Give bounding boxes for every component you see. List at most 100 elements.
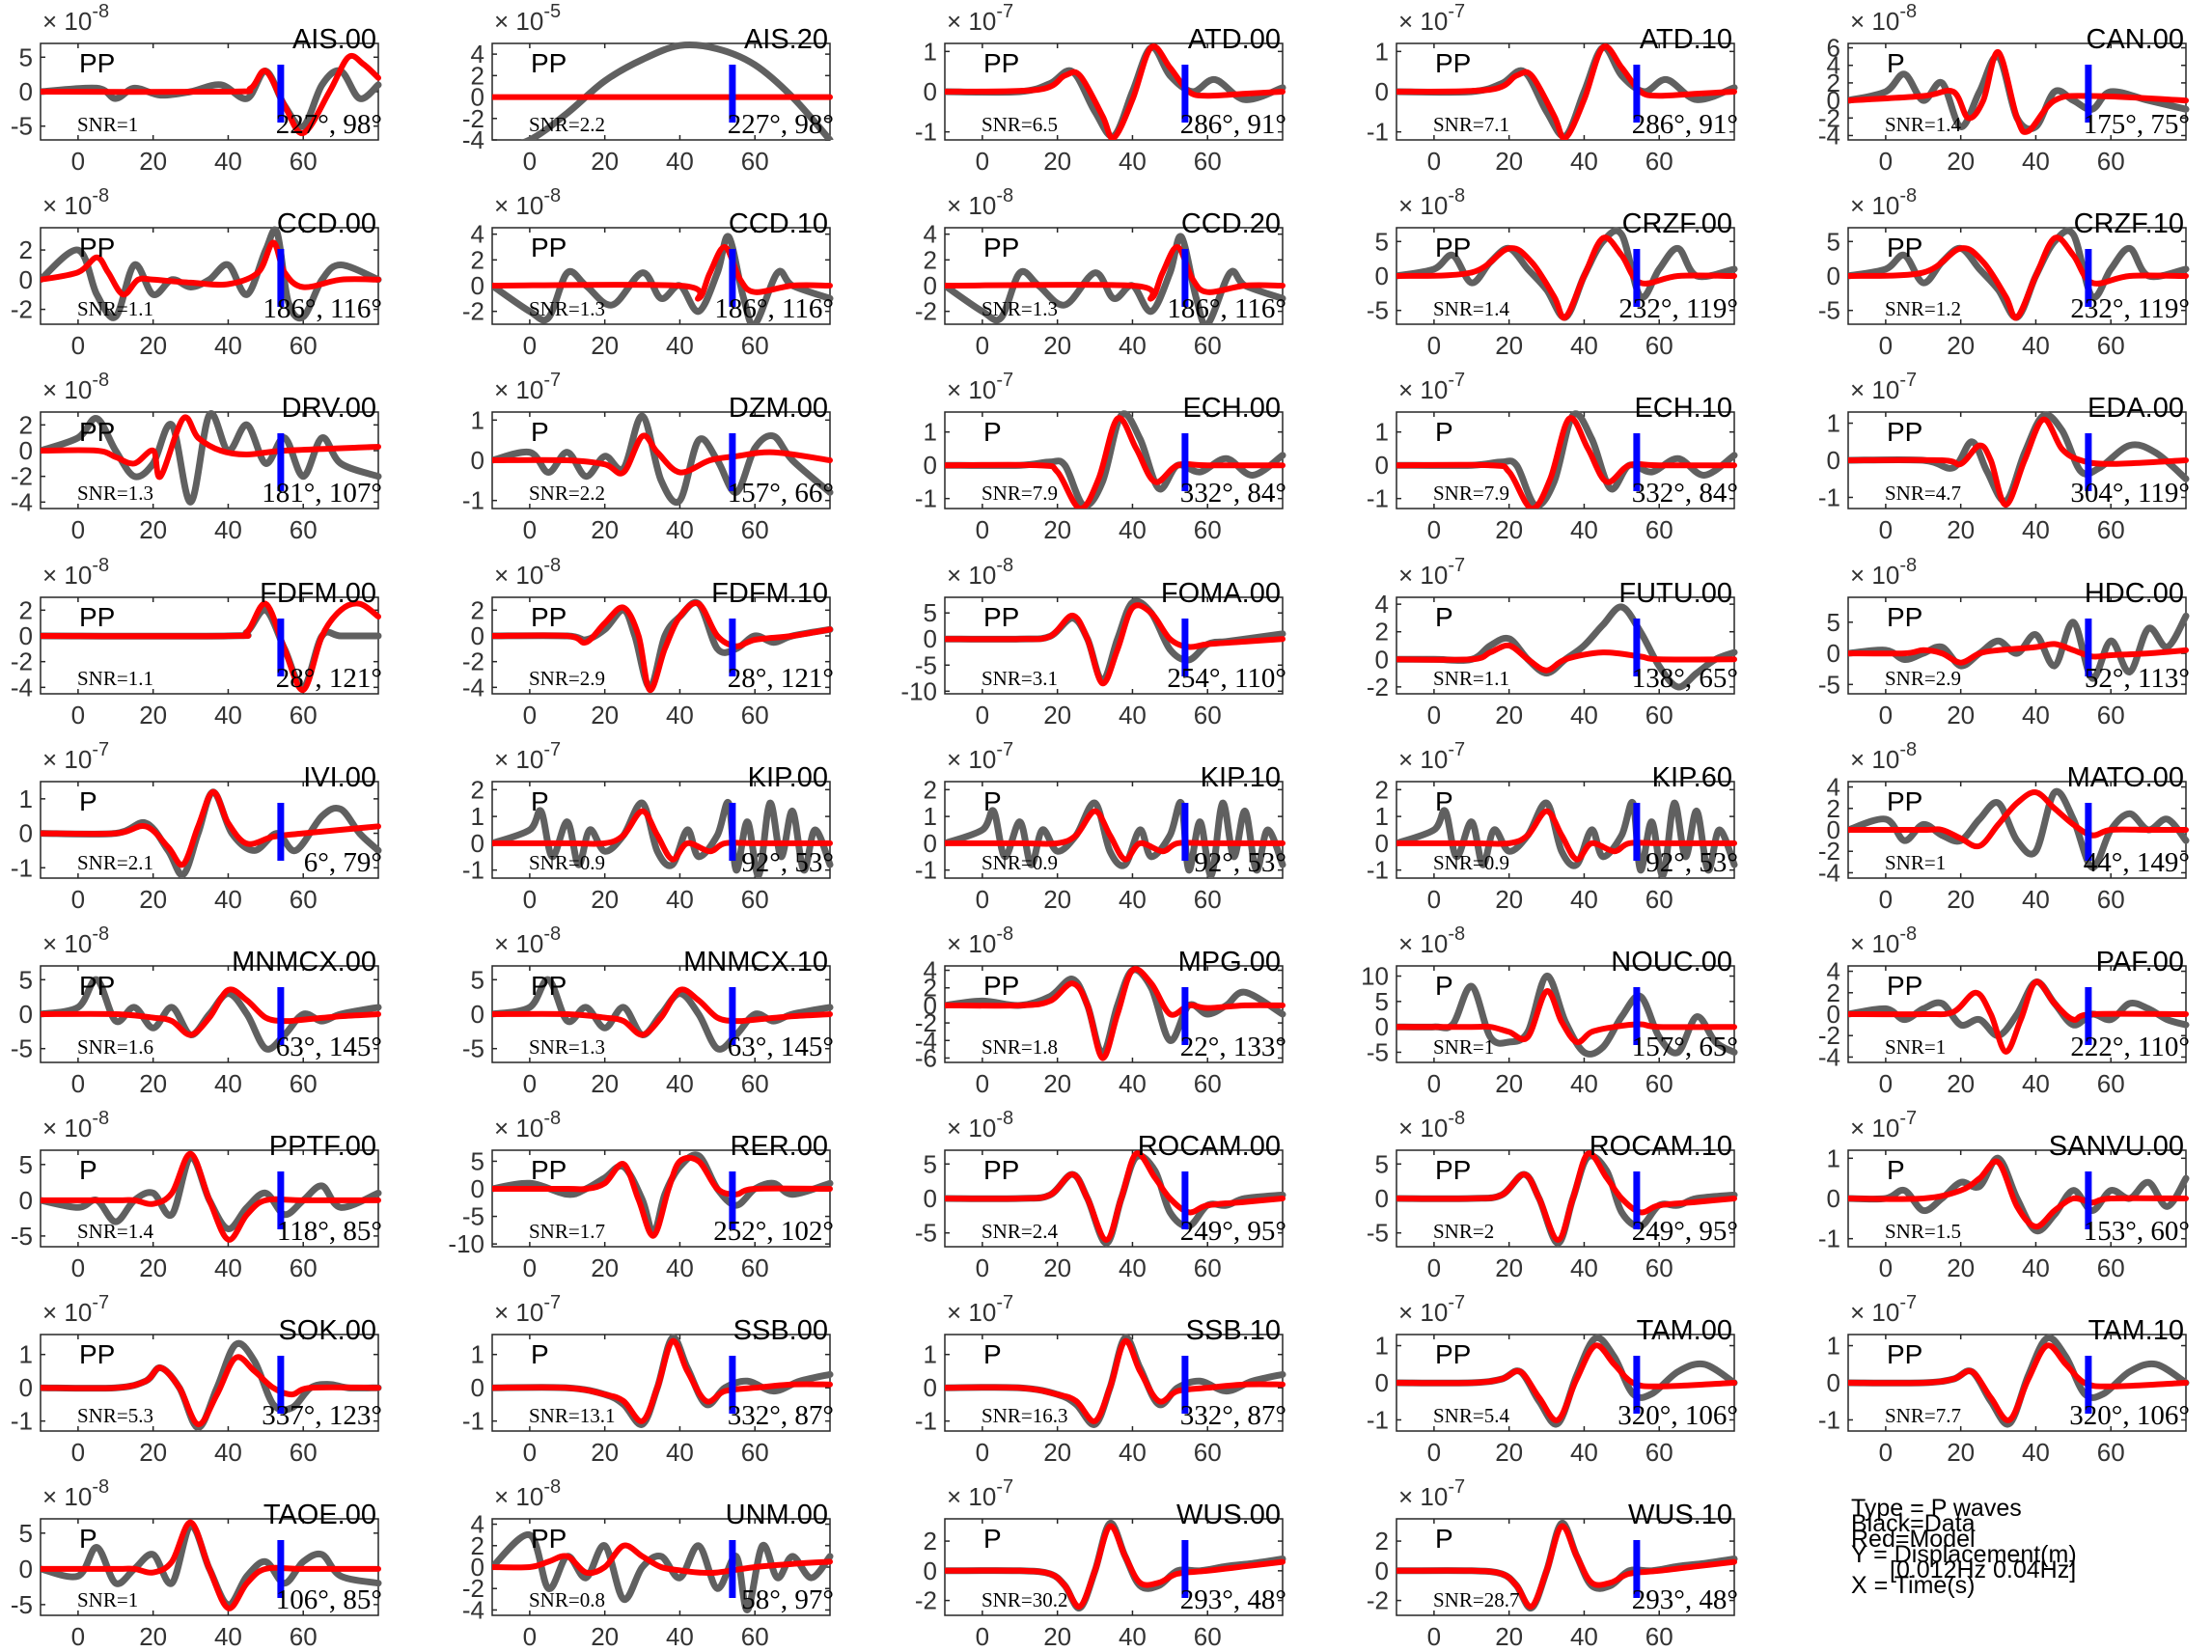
axes-box: [1396, 965, 1735, 1063]
snr-label: SNR=3.1: [982, 667, 1058, 690]
snr-label: SNR=2.2: [529, 482, 605, 505]
station-label: SSB.00: [733, 1315, 828, 1346]
phase-label: PP: [79, 233, 115, 262]
x-tick-label: 40: [1570, 1438, 1598, 1467]
x-tick-label: 60: [741, 1622, 769, 1651]
x-tick-label: 0: [71, 147, 85, 176]
x-tick-label: 40: [2022, 515, 2050, 544]
y-exponent-label: × 10-7: [494, 370, 561, 404]
x-tick-label: 0: [1879, 331, 1893, 360]
y-tick-label: 5: [1375, 1149, 1389, 1178]
x-tick-label: 20: [591, 515, 619, 544]
y-tick-label: -2: [915, 1008, 937, 1037]
x-tick-label: 0: [1879, 701, 1893, 730]
y-tick-label: 0: [19, 436, 33, 465]
model-trace: [492, 1154, 833, 1239]
y-tick-label: 0: [1375, 1012, 1389, 1041]
axes-box: [1396, 411, 1735, 509]
y-tick-label: 0: [19, 621, 33, 650]
x-tick-label: 40: [1119, 515, 1147, 544]
x-tick-label: 40: [1119, 701, 1147, 730]
x-tick-label: 40: [2022, 331, 2050, 360]
x-tick-label: 20: [139, 147, 167, 176]
y-exponent-label: × 10-8: [1398, 1108, 1465, 1143]
x-tick-label: 20: [591, 701, 619, 730]
snr-label: SNR=1.1: [77, 667, 153, 690]
y-tick-label: -1: [1367, 118, 1389, 147]
x-tick-label: 40: [1570, 331, 1598, 360]
x-tick-label: 60: [290, 701, 318, 730]
x-tick-label: 0: [1427, 1069, 1441, 1098]
phase-label: PP: [79, 1339, 115, 1369]
model-trace: [945, 1150, 1286, 1243]
model-trace: [1396, 988, 1737, 1046]
y-tick-label: 2: [1375, 775, 1389, 804]
x-tick-label: 40: [2022, 1253, 2050, 1282]
phase-label: P: [983, 1339, 1002, 1369]
axes-box: [944, 411, 1284, 509]
x-tick-label: 20: [1043, 147, 1071, 176]
y-tick-label: 0: [19, 1000, 33, 1029]
angles-label: 252°, 102°: [713, 1216, 834, 1247]
station-label: NOUC.00: [1611, 947, 1732, 977]
panel-tam-10: 1 0 -1 0 20 40 60 × 10-7 PP TAM.10 SNR=7.7 320°, 10…: [1818, 1292, 2190, 1467]
x-tick-label: 40: [214, 515, 242, 544]
station-label: FUTU.00: [1618, 578, 1732, 609]
snr-label: SNR=2.9: [1885, 667, 1961, 690]
model-trace: [492, 808, 833, 863]
snr-label: SNR=1.3: [77, 482, 153, 505]
y-tick-label: -10: [448, 1229, 484, 1258]
x-tick-label: 0: [523, 885, 537, 914]
y-tick-label: 1: [1375, 802, 1389, 831]
x-tick-label: 60: [741, 147, 769, 176]
phase-label: PP: [531, 233, 567, 262]
y-tick-label: 5: [924, 598, 937, 627]
phase-label: P: [1435, 417, 1453, 447]
model-trace: [1396, 1150, 1737, 1243]
data-trace: [41, 410, 382, 506]
y-tick-label: 5: [924, 1149, 937, 1178]
model-trace: [1848, 416, 2189, 509]
angles-label: 181°, 107°: [262, 478, 382, 509]
x-tick-label: 60: [1194, 1253, 1222, 1282]
phase-label: PP: [983, 233, 1019, 262]
panel-ssb-00: 1 0 -1 0 20 40 60 × 10-7 P SSB.00 SNR=13.1 332°, 87…: [462, 1292, 834, 1467]
y-tick-label: 2: [471, 775, 484, 804]
y-tick-label: 4: [1827, 957, 1840, 986]
x-tick-label: 20: [1947, 331, 1975, 360]
panel-rocam-00: 5 0 -5 0 20 40 60 × 10-8 PP ROCAM.00 SNR=2.4 249°, …: [915, 1108, 1286, 1282]
x-tick-label: 40: [214, 1622, 242, 1651]
y-tick-label: 0: [1827, 639, 1840, 668]
x-tick-label: 0: [71, 1622, 85, 1651]
snr-label: SNR=1: [1885, 851, 1946, 874]
station-label: AIS.20: [744, 24, 828, 55]
x-tick-label: 60: [741, 1253, 769, 1282]
phase-label: P: [531, 786, 549, 816]
snr-label: SNR=7.1: [1433, 113, 1509, 136]
x-tick-label: 0: [71, 515, 85, 544]
y-tick-label: 0: [471, 829, 484, 858]
y-tick-label: 1: [19, 1340, 33, 1369]
model-trace: [945, 244, 1286, 302]
station-label: SANVU.00: [2049, 1131, 2184, 1162]
x-tick-label: 0: [976, 1069, 989, 1098]
y-tick-label: 10: [1361, 962, 1389, 991]
y-tick-label: 4: [924, 220, 937, 249]
y-tick-label: 0: [471, 1553, 484, 1582]
phase-label: PP: [79, 971, 115, 1001]
y-tick-label: -1: [1818, 482, 1840, 511]
angles-label: 52°, 113°: [2085, 663, 2190, 694]
y-tick-label: 2: [19, 235, 33, 264]
panel-eda-00: 1 0 -1 0 20 40 60 × 10-7 PP EDA.00 SNR=4.7 304°, 11…: [1818, 370, 2190, 544]
snr-label: SNR=13.1: [529, 1404, 615, 1427]
panel-ssb-10: 1 0 -1 0 20 40 60 × 10-7 P SSB.10 SNR=16.3 332°, 87…: [915, 1292, 1286, 1467]
x-tick-label: 60: [1645, 1622, 1673, 1651]
y-tick-label: 2: [924, 974, 937, 1003]
angles-label: 63°, 145°: [276, 1032, 382, 1062]
model-trace: [1396, 234, 1737, 321]
